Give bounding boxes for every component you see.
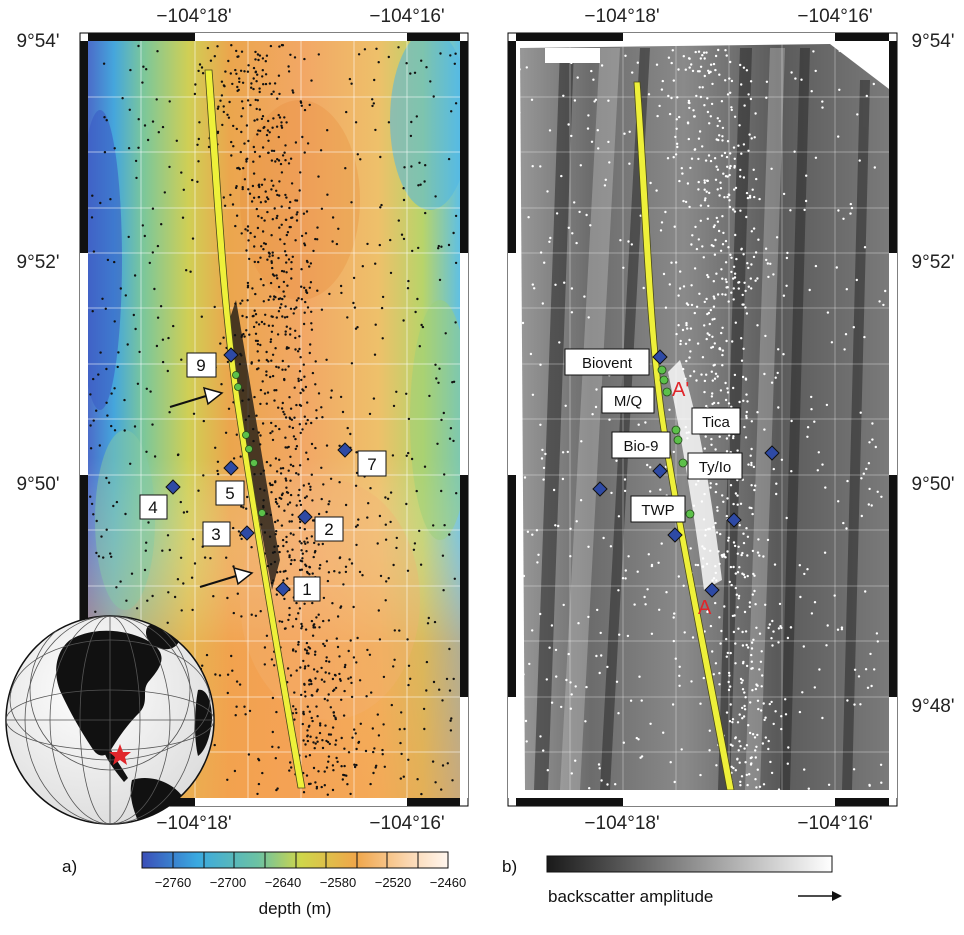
backscatter-colorbar: backscatter amplitude [546,855,842,906]
site-tyio: Ty/Io [699,459,732,476]
arrow-lower [199,566,254,588]
b-lon-label-bottom-1: −104°18' [584,813,659,834]
site-labels: Biovent M/Q Tica Bio-9 Ty/Io TWP [564,348,743,523]
svg-text:2: 2 [324,520,333,539]
marker-3: 3 [202,521,255,547]
backscatter-colorbar-title: backscatter amplitude [548,887,713,906]
panel-b-backscatter-map: Biovent M/Q Tica Bio-9 Ty/Io TWP A' A −1… [502,6,954,906]
marker-7: 7 [337,442,387,477]
b-lat-label-2: 9°52' [912,252,955,273]
lon-label-top-2: −104°16' [369,6,444,27]
panel-b-label: b) [502,857,517,876]
b-lon-label-top-2: −104°16' [797,6,872,27]
svg-text:5: 5 [225,484,234,503]
svg-text:1: 1 [302,580,311,599]
marker-4: 4 [139,479,181,520]
lon-label-bottom-2: −104°16' [369,813,444,834]
arrow-upper [169,386,224,408]
depth-colorbar: −2760 −2700 −2640 −2580 −2520 −2460 dept… [141,851,467,918]
lat-label-3: 9°50' [17,474,60,495]
panel-a-bathymetry-map: 1 2 3 4 5 7 9 [5,6,469,918]
sonar-swath-stripes [534,48,870,790]
depth-tick-4: −2580 [320,875,357,890]
svg-text:3: 3 [211,525,220,544]
vent-sites-b [657,365,695,519]
depth-tick-5: −2520 [375,875,412,890]
svg-text:4: 4 [148,498,157,517]
depth-tick-1: −2760 [155,875,192,890]
depth-colorbar-title: depth (m) [259,899,332,918]
site-tica: Tica [702,414,730,431]
instrument-markers-a: 1 2 3 4 5 7 9 [139,347,387,602]
axial-summit-trough-b [633,81,735,790]
earthquake-epicenters [88,43,458,796]
b-lat-label-1: 9°54' [912,31,955,52]
profile-end-label: A' [672,379,689,401]
lon-label-top-1: −104°18' [156,6,231,27]
axial-summit-trough [204,69,306,789]
panel-b-frame-ticks [508,33,897,806]
globe-inset [5,615,215,825]
lat-label-2: 9°52' [17,252,60,273]
b-lon-label-bottom-2: −104°16' [797,813,872,834]
marker-2: 2 [297,509,344,542]
site-biovent: Biovent [582,355,633,372]
instrument-markers-b [592,349,780,598]
panel-a-label: a) [62,857,77,876]
b-lon-label-top-1: −104°18' [584,6,659,27]
study-area-star-icon [109,744,131,765]
earthquake-epicenters-white [520,48,887,790]
svg-text:9: 9 [196,356,205,375]
svg-text:7: 7 [367,455,376,474]
marker-5: 5 [215,460,245,506]
b-lat-label-3: 9°50' [912,474,955,495]
panel-b-grid [520,44,889,790]
site-bio9: Bio-9 [623,438,658,455]
site-twp: TWP [641,502,674,519]
profile-start-label: A [698,597,712,619]
dense-seismicity-zone [226,300,280,590]
marker-9: 9 [186,347,239,378]
site-mq: M/Q [614,393,642,410]
lat-label-1: 9°54' [17,31,60,52]
marker-1: 1 [275,576,321,602]
vent-sites-a [232,371,266,517]
depth-tick-2: −2700 [210,875,247,890]
depth-tick-6: −2460 [430,875,467,890]
arrow-right-icon [798,891,842,901]
b-lat-label-4: 9°48' [912,696,955,717]
depth-tick-3: −2640 [265,875,302,890]
lon-label-bottom-1: −104°18' [156,813,231,834]
